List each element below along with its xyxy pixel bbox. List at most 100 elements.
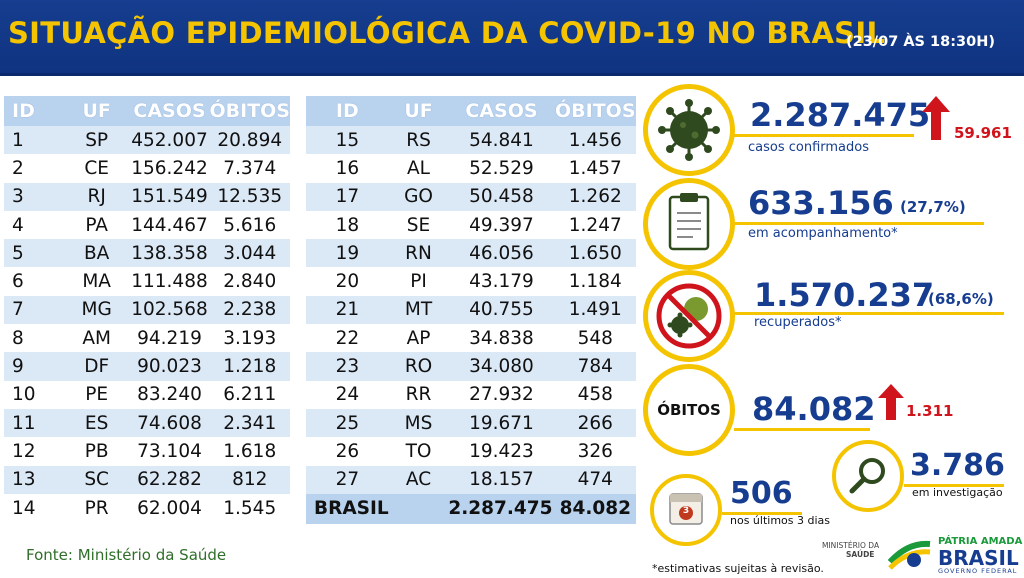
table-row: 20 PI 43.179 1.184	[306, 267, 636, 296]
monitoring-percent: (27,7%)	[900, 198, 966, 216]
cell-casos: 94.219	[129, 324, 210, 353]
cell-id: 21	[306, 295, 389, 325]
cell-casos: 34.838	[448, 324, 555, 353]
header-banner: SITUAÇÃO EPIDEMIOLÓGICA DA COVID-19 NO B…	[0, 0, 1024, 76]
table-row: 11 ES 74.608 2.341	[4, 408, 290, 438]
cell-obitos: 326	[554, 437, 636, 466]
cell-id: 25	[306, 408, 389, 438]
cell-obitos: 266	[554, 408, 636, 438]
cell-uf: RO	[388, 352, 449, 381]
cell-uf: MA	[63, 267, 130, 296]
up-arrow-icon	[878, 384, 904, 420]
cell-casos: 18.157	[448, 465, 555, 494]
source-note: Fonte: Ministério da Saúde	[26, 546, 227, 564]
cell-obitos: 20.894	[209, 126, 290, 155]
table-row: 18 SE 49.397 1.247	[306, 210, 636, 240]
cell-uf: AP	[388, 324, 449, 353]
cell-uf: DF	[63, 352, 130, 381]
cell-casos: 111.488	[129, 267, 210, 296]
deaths-circle: ÓBITOS	[643, 364, 735, 456]
cell-obitos: 2.840	[209, 267, 290, 296]
table-row: 4 PA 144.467 5.616	[4, 210, 290, 240]
cell-casos: 83.240	[129, 380, 210, 409]
monitoring-underline	[734, 222, 984, 225]
ministry-logo-line1: MINISTÉRIO DA	[822, 541, 880, 550]
cell-uf: AL	[388, 154, 449, 183]
virus-crossed-icon	[656, 283, 722, 349]
col-header-uf: UF	[388, 96, 449, 126]
col-header-casos: CASOS	[129, 96, 210, 126]
cell-casos: 90.023	[129, 352, 210, 381]
cell-id: 10	[4, 380, 64, 409]
cell-casos: 40.755	[448, 295, 555, 325]
cell-uf: CE	[63, 154, 130, 183]
total-obitos: 84.082	[554, 493, 636, 524]
recovered-value: 1.570.237	[754, 276, 935, 314]
recovered-underline	[734, 312, 1004, 315]
cell-uf: RR	[388, 380, 449, 409]
table-row: 24 RR 27.932 458	[306, 380, 636, 409]
clipboard-icon	[668, 193, 710, 251]
cell-uf: BA	[63, 239, 130, 268]
brazil-flag-icon	[888, 540, 931, 570]
cell-id: 16	[306, 154, 389, 183]
cell-uf: RN	[388, 239, 449, 268]
table-row: 15 RS 54.841 1.456	[306, 126, 636, 155]
cell-id: 1	[4, 126, 64, 155]
calendar-icon	[669, 493, 703, 525]
brasil-logo-text: BRASIL	[938, 546, 1019, 570]
table-row: 10 PE 83.240 6.211	[4, 380, 290, 409]
total-label: BRASIL	[306, 493, 389, 524]
cell-id: 18	[306, 210, 389, 240]
investigation-underline	[904, 484, 1004, 487]
cell-obitos: 3.044	[209, 239, 290, 268]
cell-obitos: 2.238	[209, 295, 290, 325]
cell-casos: 144.467	[129, 210, 210, 240]
monitoring-value: 633.156	[748, 184, 894, 222]
virus-icon	[658, 99, 720, 161]
deaths-underline	[734, 428, 870, 431]
recent-label: nos últimos 3 dias	[730, 514, 831, 527]
cell-uf: AM	[63, 324, 130, 353]
table-row: 13 SC 62.282 812	[4, 465, 290, 494]
cell-id: 26	[306, 437, 389, 466]
cell-id: 5	[4, 239, 64, 268]
cell-uf: GO	[388, 182, 449, 211]
recovered-label: recuperados*	[754, 315, 842, 330]
cell-obitos: 6.211	[209, 380, 290, 409]
col-header-obitos: ÓBITOS	[209, 96, 290, 126]
cell-id: 24	[306, 380, 389, 409]
cell-uf: PI	[388, 267, 449, 296]
cell-obitos: 548	[554, 324, 636, 353]
patria-amada-text: PÁTRIA AMADA	[938, 536, 1023, 547]
table-row: 12 PB 73.104 1.618	[4, 437, 290, 466]
cell-casos: 156.242	[129, 154, 210, 183]
col-header-id: ID	[306, 96, 389, 126]
cell-obitos: 1.650	[554, 239, 636, 268]
cell-obitos: 1.456	[554, 126, 636, 155]
states-table-left: ID UF CASOS ÓBITOS 1 SP 452.007 20.894 2 CE 15…	[4, 96, 290, 523]
cell-id: 7	[4, 295, 64, 325]
cell-id: 11	[4, 408, 64, 438]
cell-casos: 52.529	[448, 154, 555, 183]
table-row: 3 RJ 151.549 12.535	[4, 182, 290, 211]
cell-obitos: 784	[554, 352, 636, 381]
ministry-logo-line2: SAÚDE	[846, 550, 875, 559]
confirmed-icon-circle	[643, 84, 735, 176]
cell-casos: 62.282	[129, 465, 210, 494]
cell-obitos: 1.618	[209, 437, 290, 466]
cell-obitos: 3.193	[209, 324, 290, 353]
cell-uf: PR	[63, 493, 130, 523]
update-date: (23/07 ÀS 18:30H)	[846, 34, 995, 50]
recent-underline	[722, 512, 802, 515]
confirmed-underline	[734, 134, 914, 137]
cell-uf: ES	[63, 408, 130, 438]
table-row: 16 AL 52.529 1.457	[306, 154, 636, 183]
cell-obitos: 1.491	[554, 295, 636, 325]
cell-id: 15	[306, 126, 389, 155]
cell-uf: SC	[63, 465, 130, 494]
cell-obitos: 1.184	[554, 267, 636, 296]
cell-obitos: 458	[554, 380, 636, 409]
cell-uf: PB	[63, 437, 130, 466]
recovered-icon-circle	[643, 270, 735, 362]
